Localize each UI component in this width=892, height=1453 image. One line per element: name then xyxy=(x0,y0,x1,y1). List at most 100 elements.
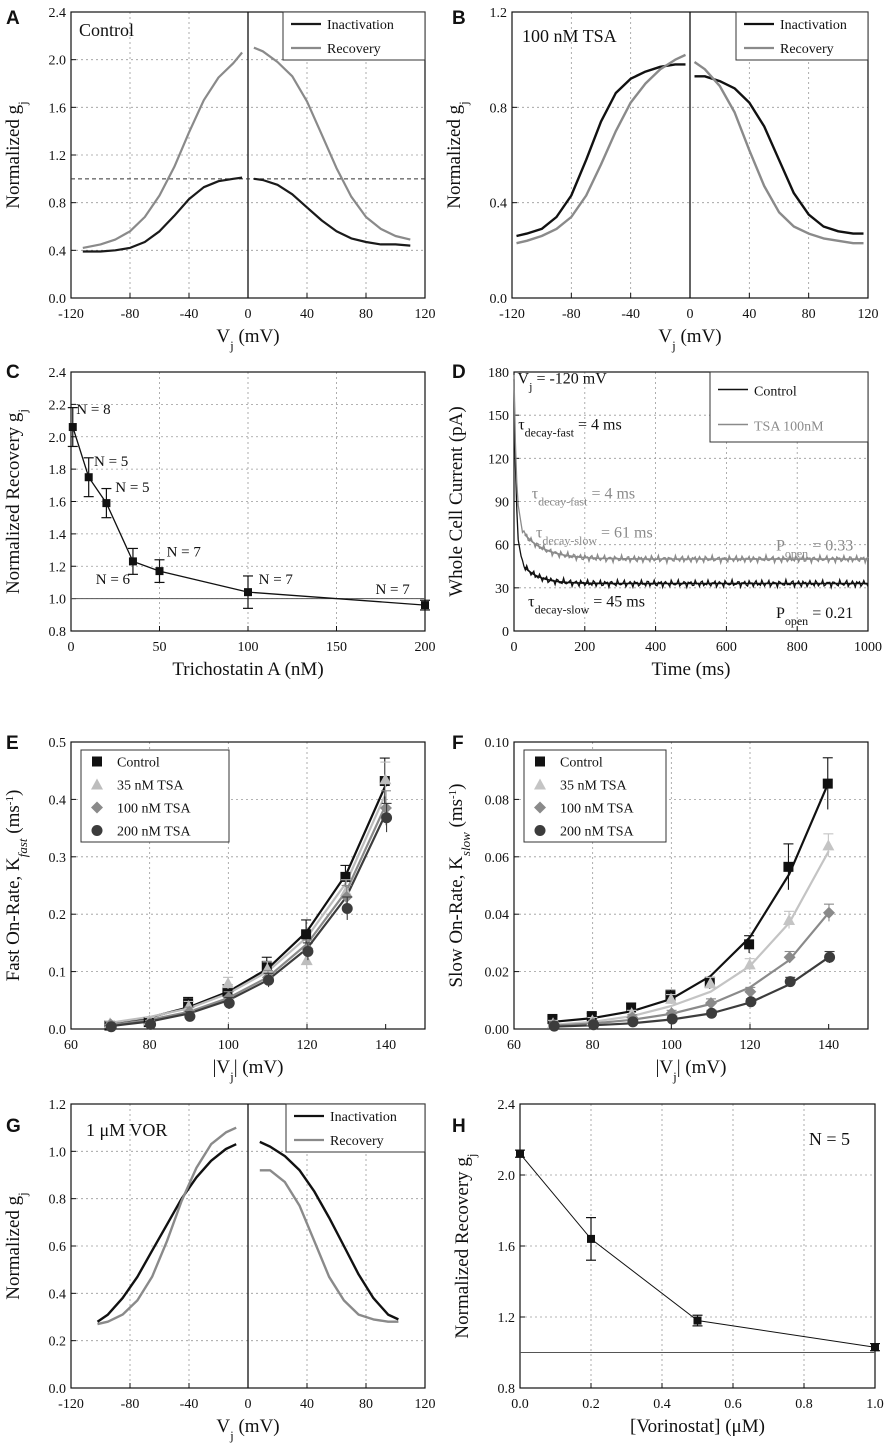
x-tick-label: 120 xyxy=(297,1038,318,1053)
n-label: N = 7 xyxy=(167,545,202,561)
data-point xyxy=(822,906,835,919)
y-tick-label: 0.8 xyxy=(49,625,67,640)
panel-h: H 0.0 0.2 0.4 0.6 0.8 1.0 0.8 1.2 1.6 2.0 2.4 [Vorin… xyxy=(452,1098,884,1437)
fit-line-3 xyxy=(110,813,387,1028)
y-tick-label: 0.4 xyxy=(49,1287,67,1302)
data-point xyxy=(68,423,77,432)
x-tick-label: 0.8 xyxy=(795,1397,813,1412)
legend-marker xyxy=(534,778,546,790)
y-axis-label: Normalized Recovery gj xyxy=(3,409,30,594)
legend-label: 100 nM TSA xyxy=(117,802,192,817)
y-tick-label: 150 xyxy=(488,409,509,424)
y-tick-label: 0.6 xyxy=(49,1240,67,1255)
data-point xyxy=(102,499,111,508)
y-tick-label: 2.4 xyxy=(49,6,67,21)
y-tick-label: 1.4 xyxy=(49,528,67,543)
y-axis-label: Fast On-Rate, Kfast (ms-1) xyxy=(3,790,30,982)
plot-frame xyxy=(70,741,426,1030)
n-label: N = 6 xyxy=(96,572,131,588)
x-tick-label: 50 xyxy=(153,640,167,655)
data-point xyxy=(341,902,353,914)
x-tick-label: 0.6 xyxy=(724,1397,742,1412)
y-tick-label: 2.2 xyxy=(49,398,67,413)
x-tick-label: 150 xyxy=(326,640,347,655)
y-tick-label: 0.0 xyxy=(49,1023,67,1038)
y-tick-label: 1.6 xyxy=(498,1240,516,1255)
x-tick-label: 80 xyxy=(359,307,373,322)
data-point xyxy=(301,929,312,940)
y-tick-label: 2.4 xyxy=(498,1098,516,1113)
y-tick-label: 180 xyxy=(488,366,509,381)
panel-letter: H xyxy=(452,1116,466,1137)
x-tick-label: 80 xyxy=(359,1397,373,1412)
x-tick-label: 0 xyxy=(68,640,75,655)
x-tick-label: -80 xyxy=(121,307,140,322)
series-line-recovery-negative xyxy=(516,53,687,245)
y-tick-label: 0.04 xyxy=(485,908,510,923)
data-point xyxy=(587,1234,595,1243)
panel-c: C 0 50 100 150 200 0.8 1.0 1.2 1.4 1.6 1.8 2.0 2.2 2.4… xyxy=(3,362,436,680)
x-axis-label: |Vj| (mV) xyxy=(213,1057,284,1084)
x-tick-label: 400 xyxy=(645,640,666,655)
x-tick-label: 80 xyxy=(143,1038,157,1053)
panel-letter: D xyxy=(452,362,466,383)
legend-label: Inactivation xyxy=(330,1110,397,1125)
x-tick-label: 0 xyxy=(245,307,252,322)
x-tick-label: 140 xyxy=(375,1038,396,1053)
panel-d: D 0 200 400 600 800 1000 0 30 60 90 120 150 180 Time (… xyxy=(446,362,882,680)
legend-label: Recovery xyxy=(780,42,834,57)
data-point xyxy=(340,871,351,882)
x-tick-label: -120 xyxy=(499,307,525,322)
n-label: N = 8 xyxy=(76,402,110,418)
y-tick-label: 0.2 xyxy=(49,1335,67,1350)
legend-label: Recovery xyxy=(327,42,381,57)
x-tick-label: 40 xyxy=(300,1397,314,1412)
series-line-inactivation-positive xyxy=(253,177,411,247)
data-point xyxy=(693,1316,702,1325)
panel-letter: E xyxy=(6,733,19,754)
y-tick-label: 0.0 xyxy=(49,292,67,307)
y-tick-label: 2.0 xyxy=(49,431,67,446)
x-tick-label: -80 xyxy=(562,307,581,322)
y-tick-label: 0.4 xyxy=(49,244,67,259)
panel-annotation: Control xyxy=(79,20,134,40)
series-line xyxy=(519,1153,876,1348)
data-point xyxy=(783,913,796,925)
legend-marker xyxy=(534,801,546,814)
panel-letter: F xyxy=(452,733,464,754)
legend-marker xyxy=(534,825,546,836)
data-point xyxy=(184,1010,196,1022)
legend-box xyxy=(282,11,426,61)
y-tick-label: 0.08 xyxy=(485,793,510,808)
legend-label: Recovery xyxy=(330,1134,384,1149)
legend-label: Inactivation xyxy=(327,18,394,33)
data-point xyxy=(145,1018,157,1030)
y-tick-label: 0.00 xyxy=(485,1023,510,1038)
series-line-inactivation-negative xyxy=(82,176,243,253)
x-axis-label: [Vorinostat] (μM) xyxy=(630,1416,765,1437)
legend-marker xyxy=(92,756,102,767)
x-axis-label: |Vj| (mV) xyxy=(656,1057,727,1084)
y-tick-label: 1.2 xyxy=(498,1311,516,1326)
panel-annotation: N = 5 xyxy=(809,1129,850,1149)
y-tick-label: 60 xyxy=(495,539,509,554)
series-line-inactivation-negative xyxy=(516,63,686,238)
data-point xyxy=(743,958,756,970)
data-point xyxy=(379,802,392,815)
x-tick-label: 200 xyxy=(415,640,436,655)
y-axis-label: Normalized gj xyxy=(3,1192,30,1300)
legend-label: 35 nM TSA xyxy=(560,779,628,794)
current-fit-control xyxy=(524,566,868,585)
y-tick-label: 1.8 xyxy=(49,463,67,478)
data-point xyxy=(822,778,833,789)
legend-marker xyxy=(91,825,103,836)
y-tick-label: 90 xyxy=(495,496,509,511)
data-point xyxy=(222,977,235,989)
n-label: N = 7 xyxy=(375,582,410,598)
series-line-recovery-negative xyxy=(82,51,243,249)
y-axis-label: Whole Cell Current (pA) xyxy=(446,406,467,596)
data-point xyxy=(665,992,678,1004)
x-tick-label: 0.4 xyxy=(653,1397,671,1412)
legend-box xyxy=(735,11,869,61)
